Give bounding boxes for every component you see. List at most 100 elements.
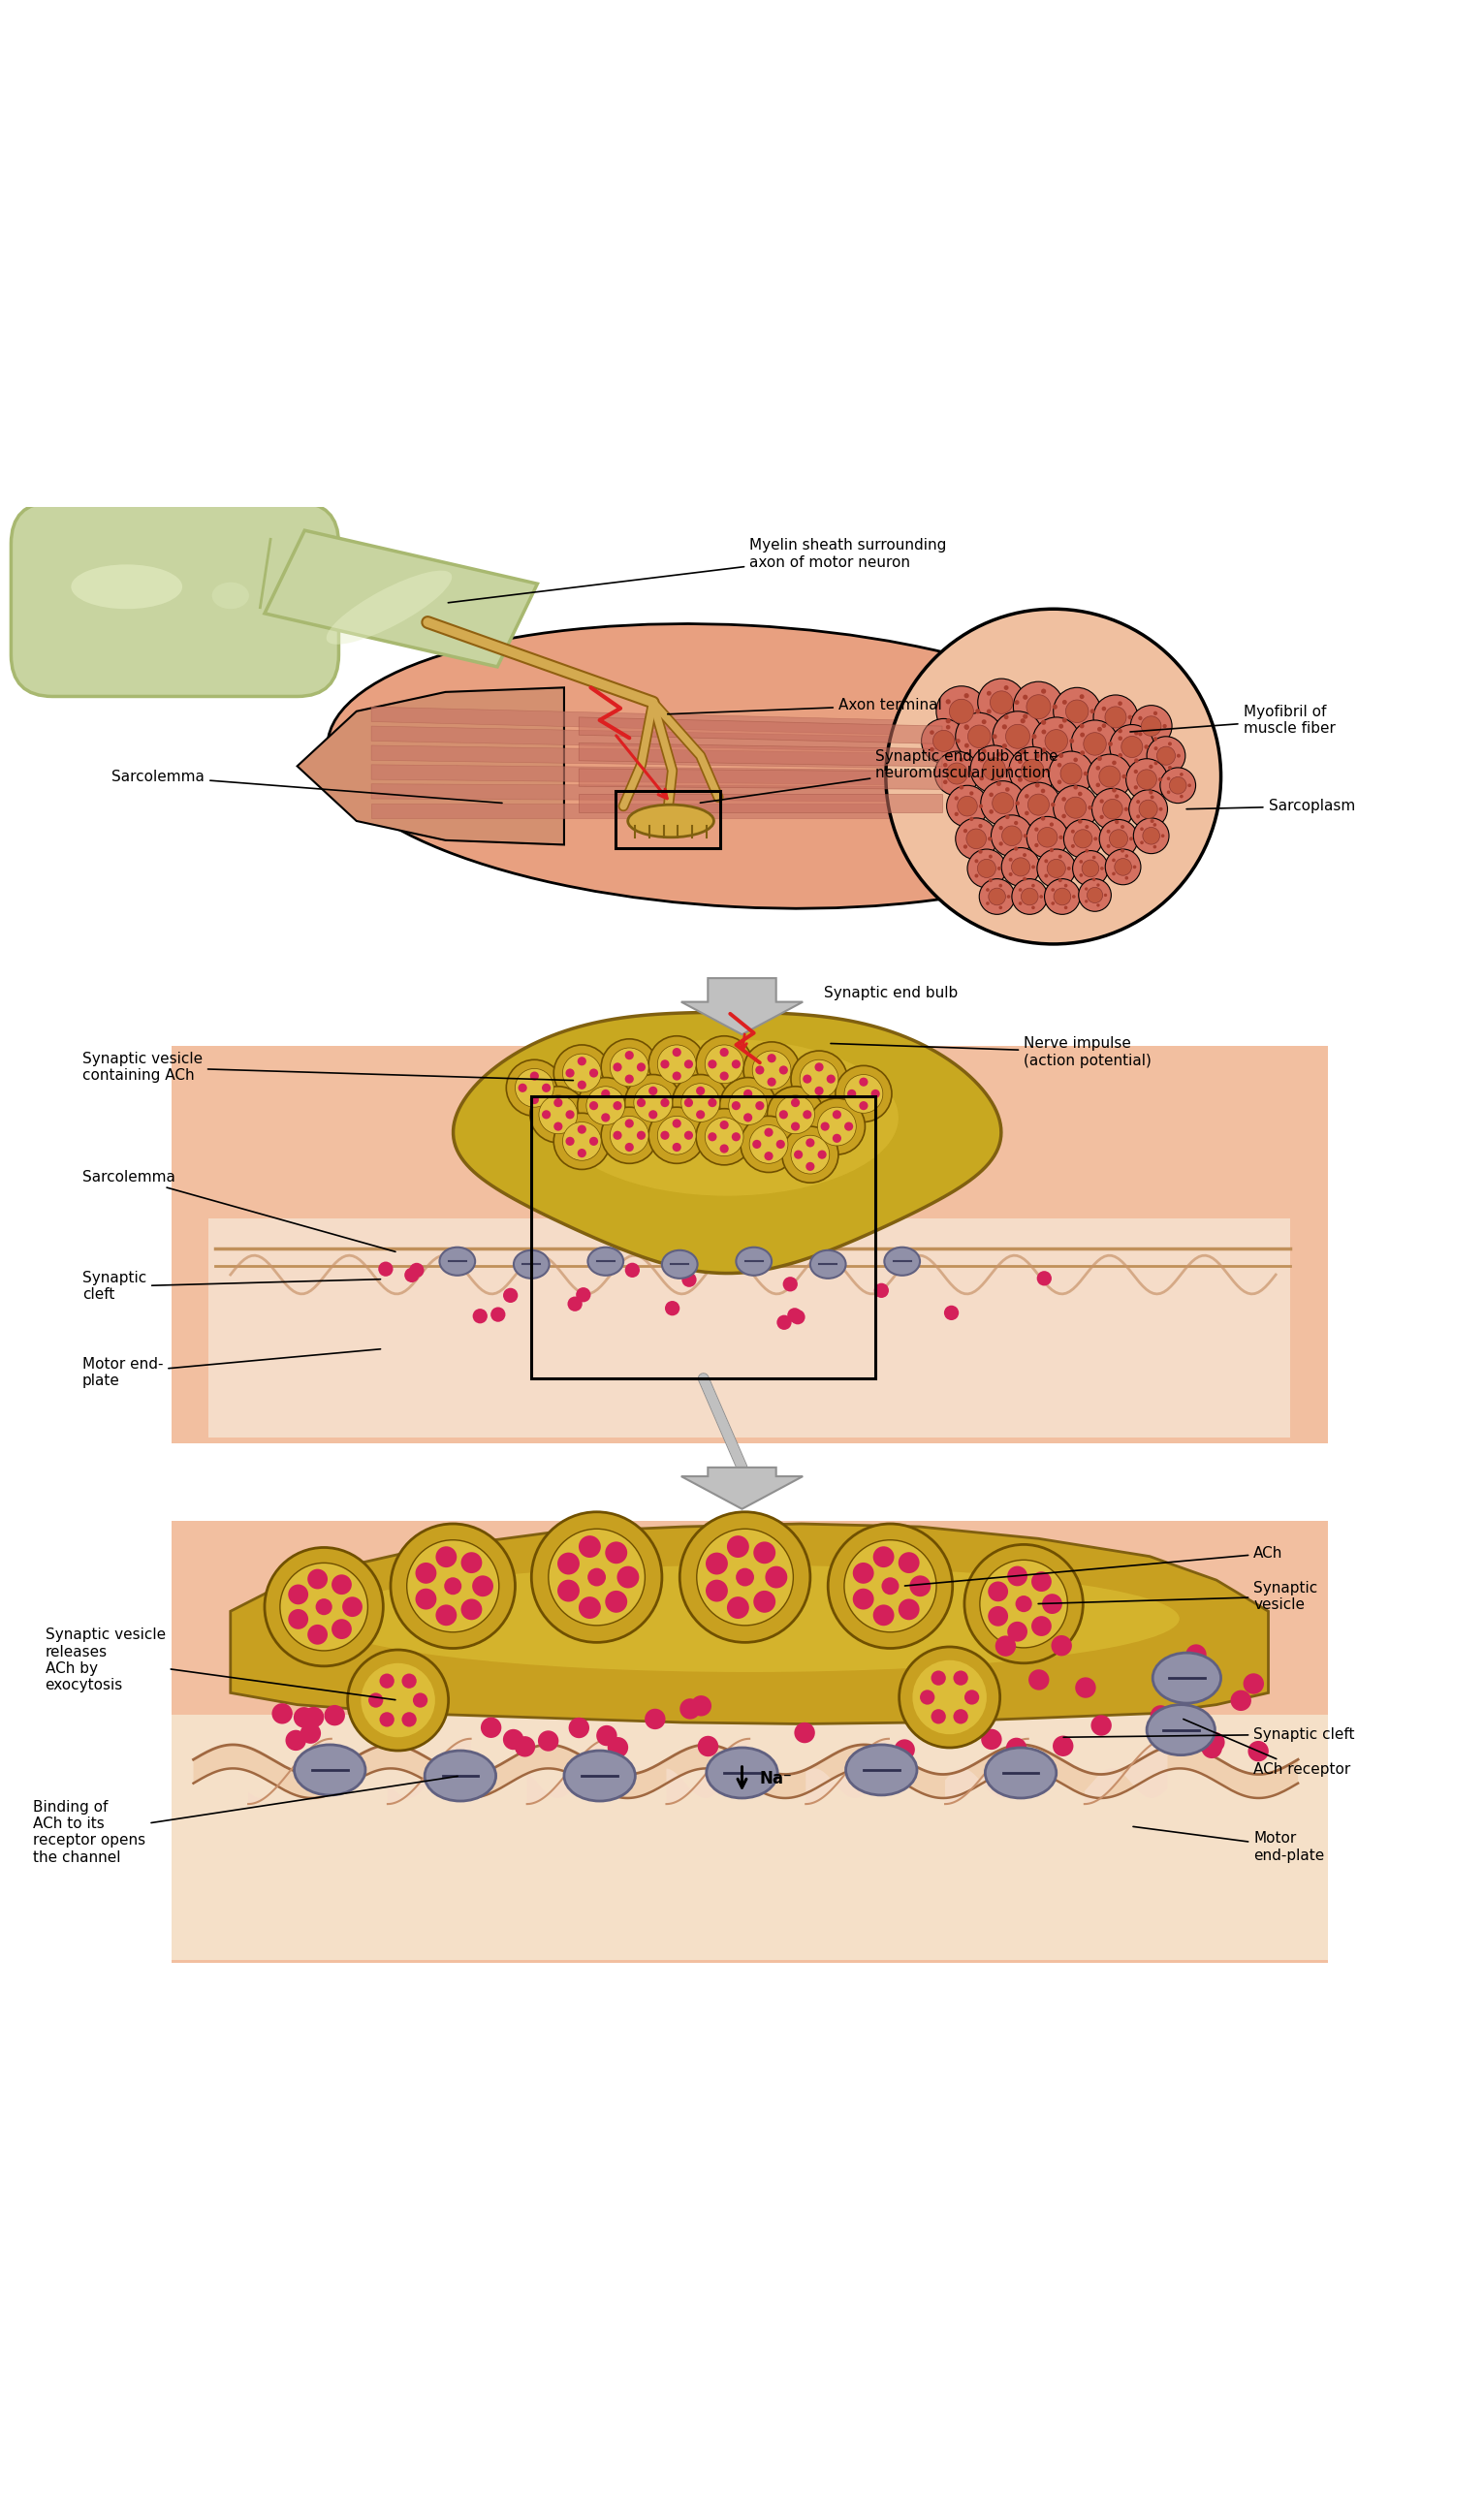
Circle shape	[920, 1690, 935, 1705]
Circle shape	[589, 1136, 598, 1146]
Ellipse shape	[810, 1250, 846, 1278]
Circle shape	[1100, 766, 1120, 786]
Circle shape	[1080, 751, 1085, 756]
Circle shape	[956, 739, 960, 744]
Circle shape	[343, 1597, 362, 1617]
Circle shape	[1037, 849, 1076, 889]
Circle shape	[405, 1268, 418, 1283]
Circle shape	[705, 1046, 743, 1083]
Circle shape	[1122, 774, 1126, 779]
Ellipse shape	[736, 1248, 772, 1275]
Circle shape	[1143, 826, 1160, 844]
Circle shape	[981, 781, 1025, 826]
Circle shape	[1005, 786, 1009, 791]
Text: ACh receptor: ACh receptor	[1183, 1720, 1350, 1777]
Circle shape	[895, 1740, 916, 1760]
Circle shape	[660, 1061, 669, 1068]
Circle shape	[732, 1101, 741, 1111]
Circle shape	[1097, 726, 1103, 731]
Circle shape	[697, 1735, 718, 1757]
Ellipse shape	[588, 1248, 623, 1275]
Circle shape	[1180, 774, 1183, 776]
Text: Axon terminal: Axon terminal	[668, 699, 942, 714]
Circle shape	[316, 1597, 332, 1615]
Circle shape	[752, 1051, 791, 1088]
Circle shape	[985, 901, 990, 906]
Circle shape	[993, 794, 1014, 814]
Circle shape	[965, 744, 969, 749]
Ellipse shape	[985, 1747, 1057, 1797]
Circle shape	[1244, 1672, 1264, 1695]
Circle shape	[625, 1051, 634, 1061]
Circle shape	[1134, 769, 1138, 774]
Circle shape	[1051, 901, 1055, 906]
Circle shape	[1137, 814, 1140, 819]
Circle shape	[554, 1098, 562, 1108]
Circle shape	[1122, 736, 1143, 756]
Circle shape	[577, 1126, 586, 1133]
Circle shape	[706, 1580, 727, 1602]
Ellipse shape	[556, 1038, 898, 1196]
Circle shape	[729, 1086, 767, 1126]
Circle shape	[1022, 876, 1027, 881]
Circle shape	[1177, 754, 1180, 759]
Circle shape	[347, 1650, 448, 1750]
Circle shape	[1049, 849, 1054, 851]
Circle shape	[1107, 829, 1110, 834]
Circle shape	[844, 1540, 936, 1632]
Ellipse shape	[212, 582, 249, 609]
Circle shape	[649, 1036, 705, 1093]
Circle shape	[696, 1530, 794, 1625]
Circle shape	[954, 811, 959, 816]
Circle shape	[1077, 819, 1082, 824]
Circle shape	[953, 1670, 968, 1685]
Circle shape	[999, 884, 1002, 889]
Circle shape	[462, 1553, 482, 1572]
Circle shape	[754, 1543, 776, 1565]
Circle shape	[708, 1133, 717, 1141]
Circle shape	[815, 1063, 824, 1071]
Circle shape	[800, 1061, 838, 1098]
Circle shape	[562, 1053, 601, 1093]
Circle shape	[764, 1128, 773, 1136]
Circle shape	[1117, 729, 1122, 734]
Circle shape	[696, 1108, 752, 1166]
Circle shape	[1034, 826, 1039, 831]
Circle shape	[767, 1053, 776, 1063]
Circle shape	[577, 1056, 586, 1066]
Circle shape	[368, 1692, 383, 1707]
Ellipse shape	[439, 1248, 475, 1275]
Circle shape	[285, 1730, 306, 1750]
Circle shape	[1037, 1270, 1052, 1285]
Circle shape	[542, 1083, 551, 1093]
Circle shape	[565, 1068, 574, 1078]
Circle shape	[755, 1101, 764, 1111]
Circle shape	[975, 874, 978, 879]
Circle shape	[720, 1078, 776, 1133]
Circle shape	[929, 746, 933, 751]
Polygon shape	[579, 744, 942, 766]
Circle shape	[542, 1111, 551, 1118]
Circle shape	[1042, 1595, 1063, 1615]
Circle shape	[1092, 856, 1095, 859]
Circle shape	[307, 1570, 328, 1590]
Circle shape	[1018, 901, 1022, 906]
Circle shape	[988, 879, 993, 881]
Circle shape	[1060, 836, 1063, 839]
Circle shape	[503, 1288, 518, 1303]
Circle shape	[1015, 699, 1020, 704]
Circle shape	[971, 746, 1018, 794]
Circle shape	[965, 724, 969, 729]
Ellipse shape	[294, 1745, 365, 1795]
Circle shape	[1021, 759, 1043, 781]
Circle shape	[969, 791, 974, 796]
Circle shape	[1073, 851, 1109, 886]
Circle shape	[791, 1051, 847, 1108]
Circle shape	[1005, 814, 1009, 819]
Circle shape	[1082, 861, 1100, 876]
Circle shape	[1149, 791, 1153, 794]
Circle shape	[933, 731, 954, 751]
Ellipse shape	[846, 1745, 917, 1795]
Bar	[171, 1046, 1328, 1443]
Circle shape	[1058, 754, 1064, 759]
